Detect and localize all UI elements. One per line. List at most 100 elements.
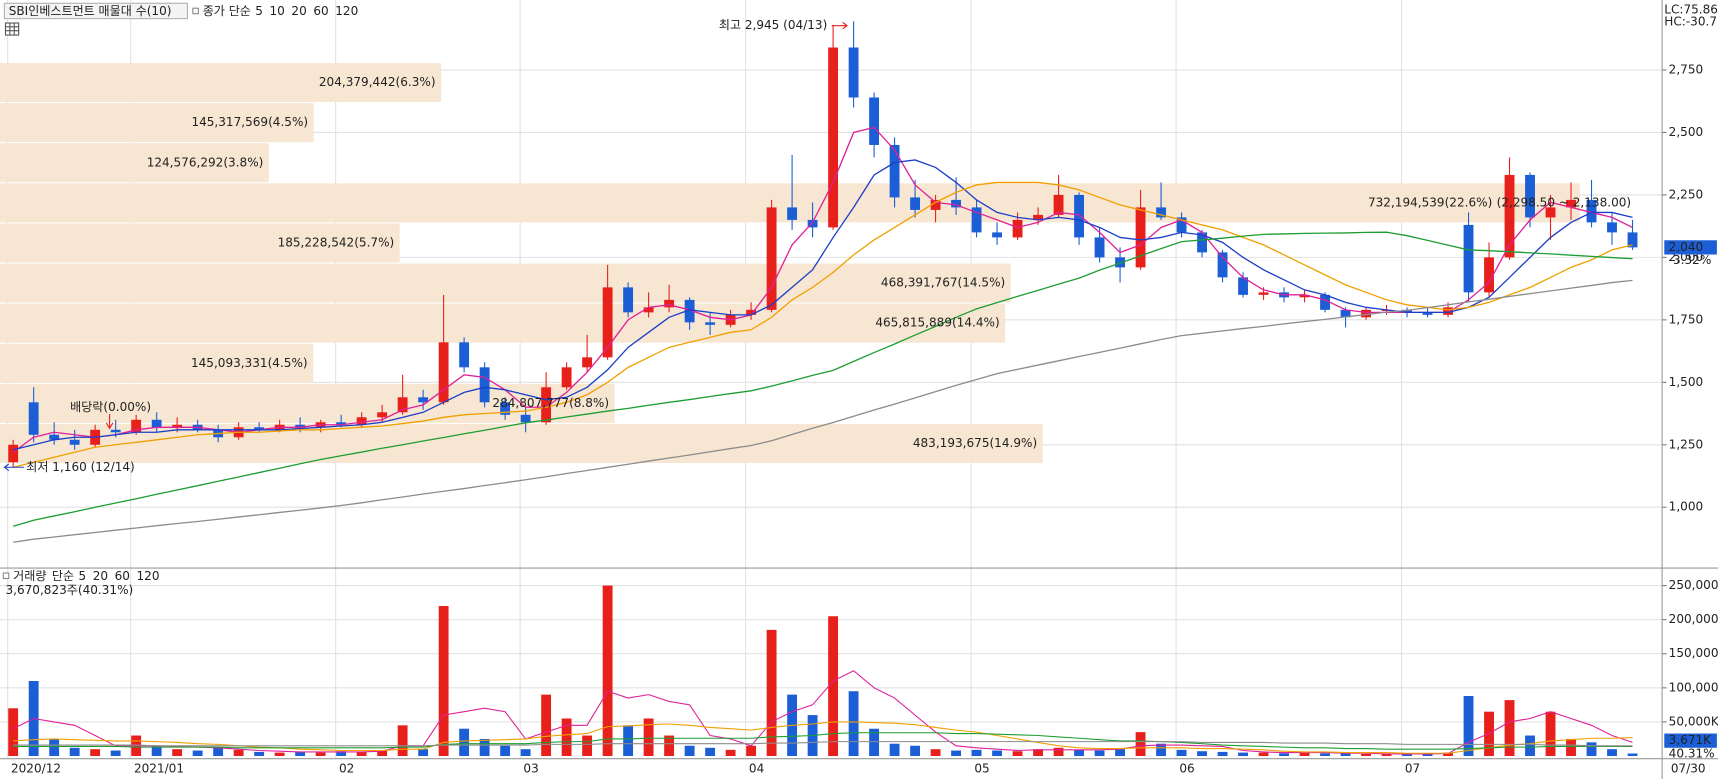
event-arrow — [105, 414, 114, 430]
x-tick-label: 2021/01 — [134, 762, 184, 776]
volume-profile-label: 284,807,777(8.8%) — [492, 396, 609, 410]
volume-bar — [213, 747, 224, 756]
legend-item: 60 — [115, 569, 130, 583]
candle-body — [930, 199, 941, 210]
volume-bar — [1279, 753, 1289, 756]
candle-body — [1012, 219, 1023, 238]
volume-bar — [520, 749, 531, 756]
candle-body — [684, 299, 695, 323]
y-tick-label: 2,750 — [1669, 62, 1703, 76]
volume-bar — [356, 751, 367, 756]
candle-body — [479, 367, 490, 403]
candle-body — [151, 419, 162, 428]
candle-body — [602, 287, 613, 358]
candle-body — [1443, 307, 1453, 315]
last-volume-label: 3,671K — [1669, 733, 1712, 747]
volume-bar — [1422, 753, 1433, 756]
volume-bar — [1340, 753, 1351, 756]
legend-item: 5 — [78, 569, 86, 583]
volume-average-line — [13, 732, 1633, 750]
volume-bar — [889, 743, 900, 756]
moving-average-line — [13, 279, 1633, 543]
candle-body — [766, 207, 777, 310]
candle-body — [1627, 232, 1638, 248]
volume-bar — [930, 749, 941, 756]
candle-body — [336, 422, 347, 425]
volume-bar — [336, 751, 347, 756]
legend-marker — [192, 7, 199, 15]
volume-bar — [274, 752, 285, 756]
last-volume-box — [1664, 733, 1717, 748]
candle-body — [828, 47, 839, 228]
volume-bar — [459, 728, 470, 756]
candle-body — [1115, 257, 1125, 268]
x-tick-label: 04 — [749, 762, 764, 776]
y-tick-label: 200,000K — [1669, 612, 1718, 626]
legend-item: 5 — [255, 4, 263, 18]
moving-average-line — [12, 126, 1633, 453]
volume-bar — [684, 745, 695, 756]
candle-body — [1402, 309, 1412, 313]
candle-body — [459, 342, 470, 368]
legend-item: 60 — [313, 4, 328, 18]
candle-body — [971, 207, 982, 233]
candle-body — [377, 412, 388, 418]
volume-bar — [705, 747, 716, 756]
candle-body — [49, 434, 60, 440]
candle-body — [1320, 294, 1330, 310]
candle-body — [1340, 309, 1351, 318]
volume-bar — [1361, 753, 1371, 756]
candle-body — [356, 417, 367, 425]
candle-body — [1176, 217, 1187, 233]
moving-average-line — [12, 231, 1633, 527]
candle-body — [664, 299, 675, 308]
volume-bar — [1320, 753, 1330, 756]
y-tick-label: 50,000K — [1669, 714, 1718, 728]
volume-bar — [1545, 711, 1556, 756]
candle-body — [623, 287, 634, 313]
grid-icon[interactable] — [4, 22, 20, 36]
volume-bar — [766, 629, 777, 756]
volume-profile-label: 732,194,539(22.6%) — [1368, 195, 1492, 209]
volume-bar — [1381, 753, 1392, 756]
volume-bar — [1074, 749, 1085, 756]
candle-body — [1299, 294, 1310, 298]
volume-profile-bar — [0, 383, 615, 423]
price-change: -3.32% — [1669, 253, 1712, 267]
volume-bar — [1094, 750, 1105, 756]
volume-bar — [1586, 742, 1597, 756]
volume-bar — [1197, 751, 1207, 756]
volume-bar — [315, 752, 326, 756]
x-tick-label: 03 — [523, 762, 538, 776]
candle-body — [438, 342, 449, 403]
volume-bar — [397, 725, 408, 756]
legend-item: 120 — [137, 569, 160, 583]
volume-bar — [438, 606, 449, 756]
legend-marker — [2, 572, 10, 580]
candle-body — [1361, 309, 1371, 318]
candle-body — [1238, 277, 1248, 295]
volume-change: 40.31% — [1669, 746, 1715, 760]
candle-body — [869, 97, 880, 145]
volume-profile-label: 483,193,675(14.9%) — [913, 436, 1037, 450]
candle-body — [500, 402, 511, 415]
candle-body — [28, 402, 39, 435]
volume-bar — [1525, 735, 1535, 756]
volume-bar — [746, 745, 757, 756]
candle-body — [69, 439, 80, 445]
volume-info: 3,670,823주(40.31%) — [5, 583, 133, 597]
candle-body — [520, 414, 531, 423]
volume-bar — [377, 750, 388, 756]
volume-profile-label: 465,815,889(14.4%) — [875, 316, 999, 330]
candle-body — [1258, 292, 1269, 295]
legend-prefix: 단순 — [52, 569, 74, 583]
volume-profile-bar — [0, 263, 1011, 303]
volume-profile-label: 145,317,569(4.5%) — [191, 115, 308, 129]
title-box[interactable] — [3, 2, 188, 20]
candle-body — [1484, 257, 1494, 293]
high-arrow — [831, 21, 848, 30]
y-tick-label: 1,500 — [1669, 375, 1703, 389]
